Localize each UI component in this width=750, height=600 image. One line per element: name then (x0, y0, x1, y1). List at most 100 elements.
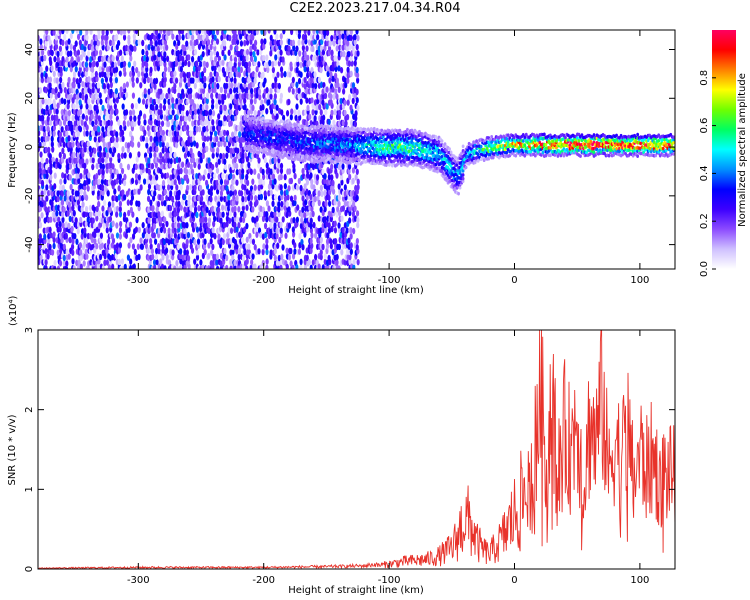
spectrogram-cell (341, 44, 345, 51)
spectrogram-cell (135, 216, 139, 224)
spectrogram-cell (349, 248, 353, 255)
spectrogram-cell (303, 158, 307, 163)
spectrogram-cell (299, 158, 302, 163)
spectrogram-cell (115, 205, 120, 213)
spectrogram-cell (49, 168, 53, 175)
spectrogram-cell (45, 30, 49, 36)
spectrogram-cell (210, 185, 214, 192)
spectrogram-cell (341, 195, 346, 202)
spectrogram-cell (137, 119, 141, 126)
spectrogram-cell (50, 249, 55, 256)
spectrogram-cell (243, 49, 247, 57)
spectrogram-cell (44, 72, 48, 79)
spectrogram-cell (213, 130, 218, 137)
spectrogram-cell (209, 114, 213, 121)
spectrogram-cell (311, 163, 316, 171)
spectrogram-cell (337, 86, 341, 94)
spectrogram-cell (344, 81, 348, 89)
spectrogram-cell (192, 140, 197, 147)
spectrogram-cell (233, 205, 237, 213)
spectrogram-cell (217, 233, 221, 240)
spectrogram-cell (56, 50, 60, 58)
spectrogram-cell (279, 92, 284, 100)
spectrogram-cell (79, 263, 83, 269)
spectrogram-cell (76, 130, 81, 138)
spectrogram-cell (151, 205, 155, 212)
spectrogram-cell (235, 231, 239, 239)
spectrogram-cell (241, 255, 246, 262)
spectrogram-cell (58, 136, 63, 143)
spectrogram-cell (135, 156, 139, 163)
spectrogram-cell (184, 168, 189, 175)
spectrogram-cell (307, 60, 311, 67)
spectrogram-cell (85, 130, 89, 137)
spectrogram-cell (217, 183, 221, 191)
spectrogram-cell (68, 156, 72, 164)
spectrogram-cell (179, 204, 183, 211)
spectrogram-cell (335, 259, 339, 266)
spectrogram-cell (340, 215, 344, 222)
spectrogram-cell (246, 125, 250, 130)
spectrogram-cell (105, 30, 109, 36)
spectrogram-cell (169, 212, 173, 219)
spectrogram-cell (179, 76, 183, 84)
spectrogram-cell (259, 178, 263, 185)
spectrogram-cell (65, 130, 69, 137)
spectrogram-cell (75, 125, 79, 133)
spectrogram-cell (78, 108, 83, 115)
spectrogram-cell (133, 248, 137, 256)
spectrogram-cell (323, 205, 327, 213)
spectrogram-cell (202, 222, 207, 229)
spectrogram-cell (217, 211, 221, 219)
spectrogram-cell (153, 34, 157, 42)
spectrogram-cell (237, 253, 241, 261)
spectrogram-cell (189, 136, 193, 143)
spectrogram-cell (227, 194, 231, 201)
spectrogram-cell (120, 55, 124, 62)
spectrogram-cell (325, 65, 329, 72)
spectrogram-cell (54, 86, 58, 94)
spectrogram-cell (209, 43, 213, 51)
spectrogram-cell (169, 152, 173, 159)
spectrogram-cell (121, 146, 125, 153)
spectrogram-cell (355, 237, 359, 245)
spectrogram-cell (313, 54, 317, 62)
spectrogram-cell (349, 233, 353, 240)
spectrogram-cell (247, 30, 251, 34)
spectrogram-cell (120, 152, 124, 159)
spectrogram-cell (105, 34, 109, 41)
spectrogram-cell (187, 199, 191, 207)
spectrogram-cell (122, 66, 127, 73)
spectrogram-cell (251, 178, 255, 185)
spectrogram-cell (246, 179, 250, 187)
spectrogram-cell (356, 258, 360, 266)
spectrogram-cell (287, 254, 292, 261)
spectrogram-cell (78, 66, 82, 73)
spectrogram-cell (173, 151, 177, 159)
spectrogram-cell (251, 70, 255, 78)
spectrogram-cell (229, 238, 233, 245)
spectrogram-cell (209, 50, 213, 57)
spectrogram-cell (157, 211, 161, 218)
spectrogram-cell (305, 226, 310, 233)
spectrogram-cell (58, 45, 62, 52)
spectrogram-cell (246, 134, 250, 139)
spectrogram-cell (121, 103, 125, 110)
spectrogram-cell (94, 49, 99, 56)
spectrogram-cell (61, 172, 65, 179)
spectrogram-cell (64, 61, 68, 68)
spectrogram-cell (195, 254, 200, 261)
spectrogram-cell (213, 233, 217, 240)
spectrogram-cell (120, 258, 124, 265)
spectrogram-cell (130, 141, 135, 148)
spectrogram-cell (149, 135, 153, 142)
spectrogram-cell (266, 132, 269, 137)
spectrogram-cell (147, 157, 151, 164)
spectrogram-cell (317, 263, 321, 269)
spectrogram-cell (219, 190, 224, 197)
spectrogram-cell (52, 231, 56, 238)
spectrogram-cell (163, 81, 167, 88)
spectrogram-cell (153, 190, 157, 197)
spectrogram-cell (219, 242, 223, 249)
